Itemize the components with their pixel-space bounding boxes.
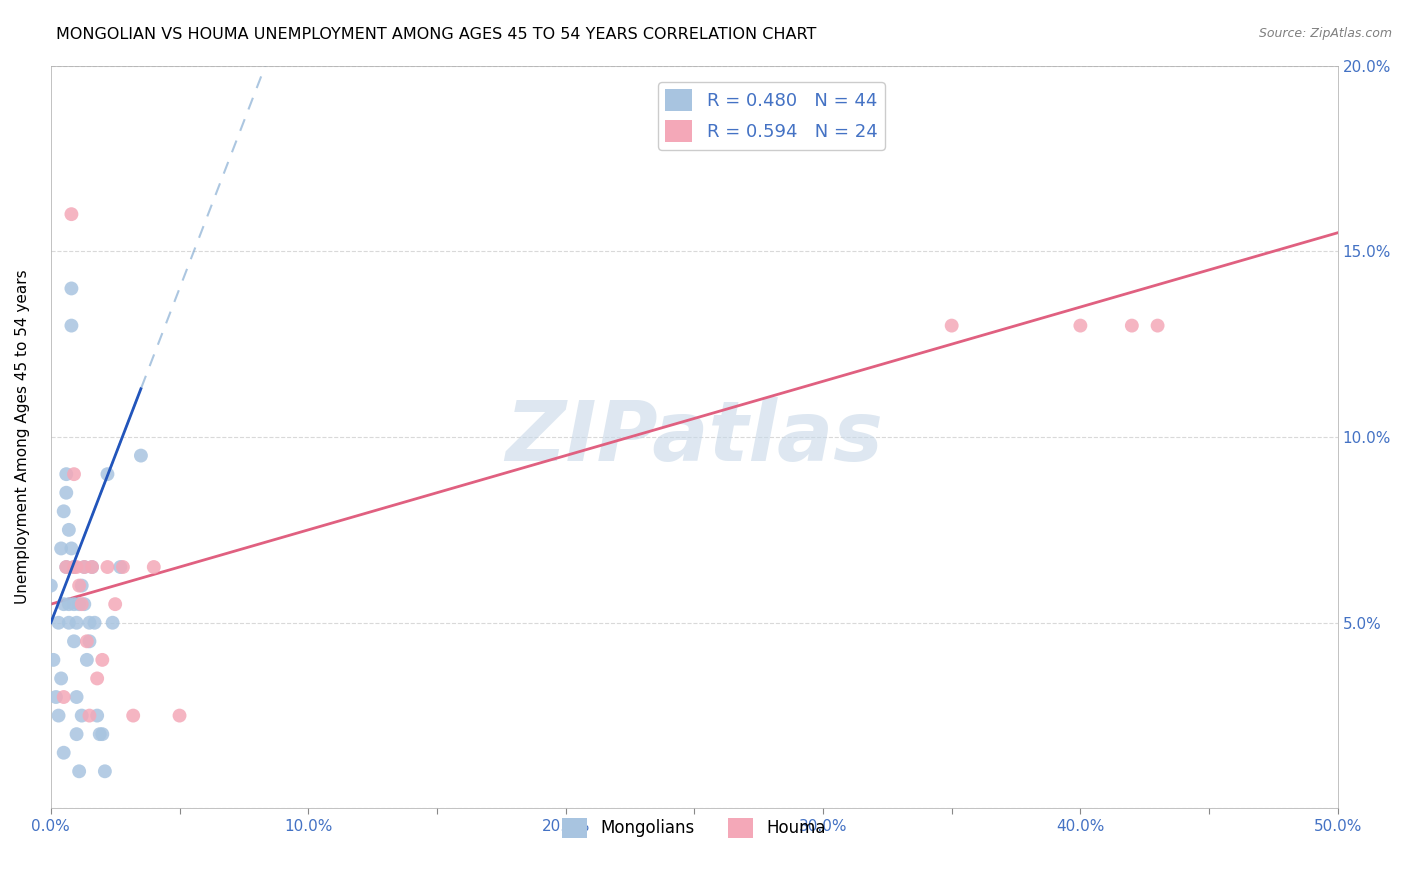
Point xyxy=(52,690,75,704)
Point xyxy=(104,597,127,611)
Point xyxy=(91,653,114,667)
Point xyxy=(941,318,963,333)
Point xyxy=(79,634,101,648)
Point xyxy=(42,653,65,667)
Point xyxy=(80,560,103,574)
Point xyxy=(1146,318,1168,333)
Point xyxy=(110,560,132,574)
Point xyxy=(60,281,83,295)
Point xyxy=(63,467,86,482)
Legend: Mongolians, Houma: Mongolians, Houma xyxy=(555,811,832,845)
Point xyxy=(73,560,96,574)
Text: MONGOLIAN VS HOUMA UNEMPLOYMENT AMONG AGES 45 TO 54 YEARS CORRELATION CHART: MONGOLIAN VS HOUMA UNEMPLOYMENT AMONG AG… xyxy=(56,27,817,42)
Point xyxy=(63,560,86,574)
Point xyxy=(60,318,83,333)
Point xyxy=(65,727,87,741)
Point xyxy=(65,690,87,704)
Point xyxy=(52,746,75,760)
Point xyxy=(142,560,165,574)
Point xyxy=(65,615,87,630)
Point xyxy=(73,560,96,574)
Point xyxy=(58,523,80,537)
Point xyxy=(55,560,77,574)
Point xyxy=(76,634,98,648)
Point xyxy=(65,560,87,574)
Point xyxy=(48,708,70,723)
Point xyxy=(55,485,77,500)
Point xyxy=(55,560,77,574)
Point xyxy=(67,597,90,611)
Point xyxy=(122,708,145,723)
Point xyxy=(169,708,191,723)
Point xyxy=(76,653,98,667)
Point xyxy=(60,207,83,221)
Point xyxy=(58,615,80,630)
Point xyxy=(89,727,111,741)
Point xyxy=(52,597,75,611)
Point xyxy=(94,764,117,779)
Point xyxy=(58,597,80,611)
Point xyxy=(96,467,118,482)
Point xyxy=(39,578,62,592)
Point xyxy=(91,727,114,741)
Point xyxy=(70,578,93,592)
Point xyxy=(1069,318,1091,333)
Point xyxy=(63,597,86,611)
Point xyxy=(86,708,108,723)
Point xyxy=(80,560,103,574)
Text: Source: ZipAtlas.com: Source: ZipAtlas.com xyxy=(1258,27,1392,40)
Point xyxy=(129,449,152,463)
Point xyxy=(70,597,93,611)
Point xyxy=(60,541,83,556)
Point xyxy=(67,578,90,592)
Point xyxy=(101,615,124,630)
Point xyxy=(1121,318,1143,333)
Point xyxy=(86,672,108,686)
Point xyxy=(67,764,90,779)
Point xyxy=(70,708,93,723)
Point xyxy=(55,467,77,482)
Y-axis label: Unemployment Among Ages 45 to 54 years: Unemployment Among Ages 45 to 54 years xyxy=(15,269,30,605)
Point xyxy=(49,541,72,556)
Point xyxy=(45,690,67,704)
Point xyxy=(63,634,86,648)
Point xyxy=(52,504,75,518)
Point xyxy=(111,560,134,574)
Text: ZIPatlas: ZIPatlas xyxy=(505,397,883,477)
Point xyxy=(83,615,105,630)
Point xyxy=(63,560,86,574)
Point xyxy=(49,672,72,686)
Point xyxy=(79,708,101,723)
Point xyxy=(79,615,101,630)
Point xyxy=(73,597,96,611)
Point xyxy=(96,560,118,574)
Point xyxy=(48,615,70,630)
